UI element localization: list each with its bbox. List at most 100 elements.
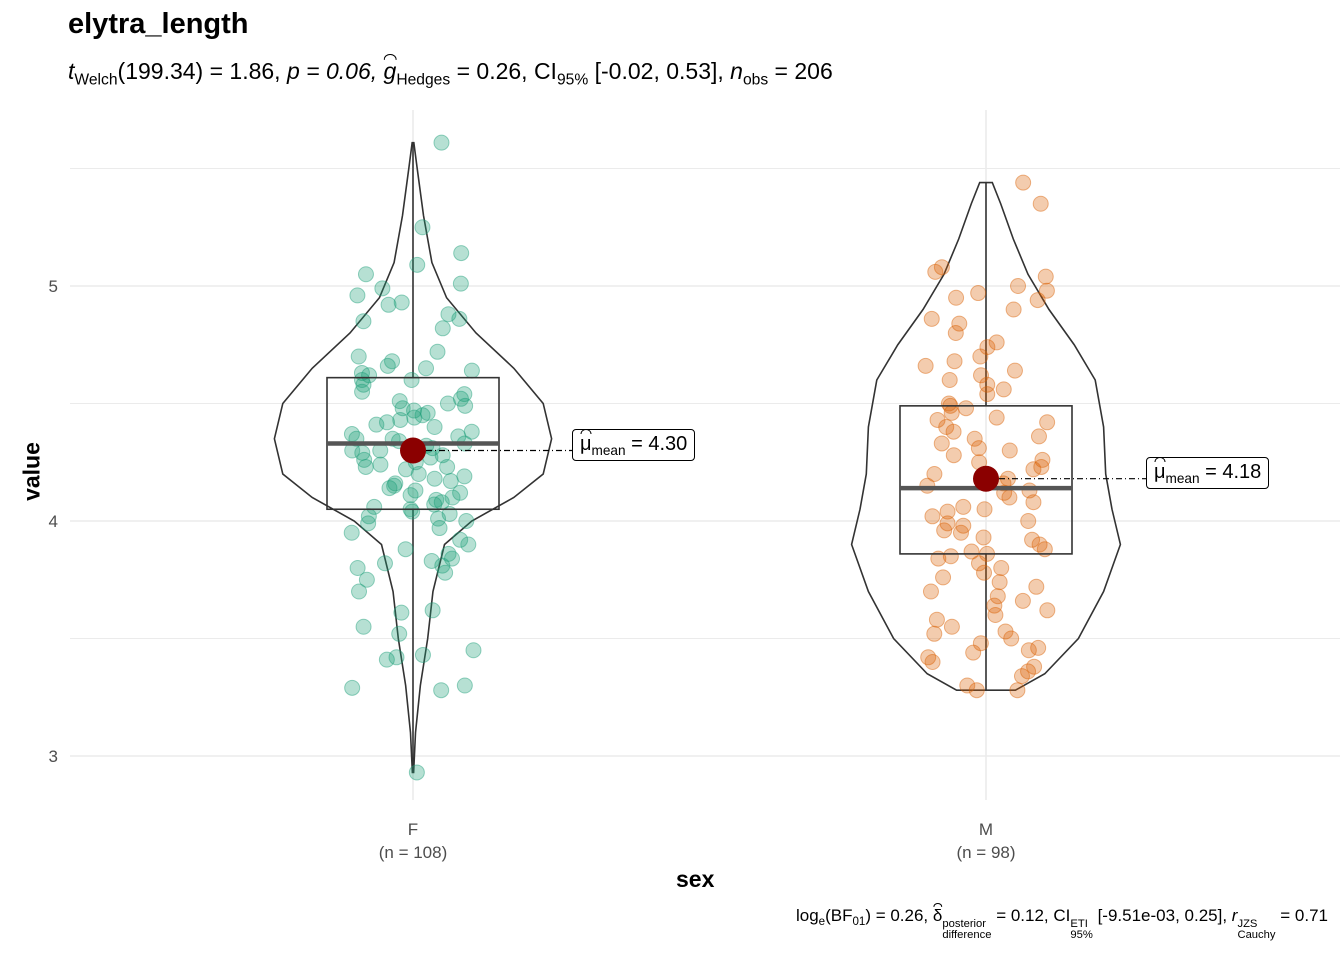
data-point-M xyxy=(963,543,980,560)
data-point-F xyxy=(357,458,374,475)
mean-point-F xyxy=(400,437,426,464)
data-point-F xyxy=(407,482,424,499)
bf-text: (BF xyxy=(825,906,853,925)
data-point-M xyxy=(1020,513,1037,529)
data-point-M xyxy=(955,498,972,515)
data-point-M xyxy=(922,583,939,600)
data-point-F xyxy=(452,531,469,548)
data-point-M xyxy=(976,501,993,518)
data-point-M xyxy=(1030,428,1047,445)
data-point-F xyxy=(439,395,456,412)
data-point-F xyxy=(414,219,431,236)
data-point-F xyxy=(456,386,473,403)
data-point-M xyxy=(1030,639,1047,656)
r-sup: JZS xyxy=(1237,918,1258,931)
r-sub: Cauchy xyxy=(1237,929,1276,942)
data-point-F xyxy=(434,557,451,574)
data-point-F xyxy=(408,764,425,781)
mean-sub: mean xyxy=(1165,470,1200,486)
data-point-F xyxy=(463,423,480,440)
data-point-M xyxy=(1031,536,1048,553)
g-symbol: g xyxy=(383,58,397,84)
data-point-F xyxy=(350,348,367,365)
data-point-F xyxy=(355,618,372,635)
delta-symbol: δ xyxy=(932,906,943,925)
data-point-M xyxy=(936,522,953,539)
n-symbol: n xyxy=(730,58,743,84)
data-point-M xyxy=(942,548,959,565)
t-df: (199.34) = 1.86, xyxy=(117,58,281,84)
data-point-M xyxy=(979,339,996,356)
data-point-M xyxy=(970,440,987,457)
data-point-M xyxy=(988,334,1005,351)
data-point-M xyxy=(989,588,1006,605)
p-value: p = 0.06, xyxy=(286,58,378,84)
data-point-F xyxy=(391,625,408,642)
mu-symbol: μ xyxy=(580,432,592,455)
data-point-F xyxy=(356,451,373,468)
data-point-F xyxy=(451,310,468,327)
data-point-F xyxy=(387,475,404,492)
data-point-F xyxy=(456,677,473,694)
data-point-M xyxy=(945,423,962,440)
data-point-F xyxy=(414,407,431,424)
violin-F xyxy=(273,141,553,774)
data-point-F xyxy=(343,524,360,541)
data-point-M xyxy=(979,376,996,393)
data-point-M xyxy=(933,435,950,452)
data-point-F xyxy=(460,536,477,553)
t-sub: Welch xyxy=(74,71,118,89)
data-point-M xyxy=(917,357,934,374)
y-tick-label: 3 xyxy=(49,747,58,766)
data-point-M xyxy=(1015,174,1032,191)
data-point-M xyxy=(997,623,1014,640)
data-point-F xyxy=(409,256,426,273)
data-point-F xyxy=(404,503,421,520)
data-point-F xyxy=(353,364,370,381)
data-point-M xyxy=(986,597,1003,614)
data-point-M xyxy=(1003,630,1020,647)
data-point-M xyxy=(1014,592,1031,609)
mean-value: = 4.18 xyxy=(1205,460,1262,483)
n-value: = 206 xyxy=(774,58,833,84)
data-point-F xyxy=(452,484,469,501)
data-point-M xyxy=(923,310,940,327)
data-point-M xyxy=(1026,658,1043,675)
data-point-M xyxy=(955,517,972,534)
data-point-M xyxy=(993,560,1010,576)
data-point-F xyxy=(351,583,368,600)
n-sub: obs xyxy=(742,71,769,89)
data-point-F xyxy=(394,400,411,417)
delta-sup: posterior xyxy=(942,918,987,931)
data-point-M xyxy=(1025,494,1042,511)
data-point-M xyxy=(951,315,968,332)
data-point-F xyxy=(402,487,419,504)
chart-subtitle: tWelch(199.34) = 1.86, p = 0.06, gHedges… xyxy=(68,58,833,89)
data-point-M xyxy=(988,409,1005,426)
data-point-M xyxy=(1020,642,1037,659)
g-value: = 0.26, CI xyxy=(456,58,557,84)
ci-sub: 95% xyxy=(556,71,589,89)
data-point-F xyxy=(393,604,410,621)
data-point-M xyxy=(920,649,937,666)
data-point-F xyxy=(433,134,450,151)
y-tick-label: 4 xyxy=(49,512,58,531)
x-tick-n-label: (n = 108) xyxy=(379,843,448,862)
data-point-F xyxy=(393,294,410,311)
x-axis-label: sex xyxy=(676,866,715,892)
data-point-F xyxy=(361,367,378,384)
data-point-M xyxy=(972,348,989,365)
data-point-M xyxy=(991,574,1008,591)
data-point-F xyxy=(414,646,431,663)
ci-sup: ETI xyxy=(1070,918,1088,931)
data-point-M xyxy=(939,503,956,520)
data-point-M xyxy=(952,524,969,541)
data-point-M xyxy=(979,386,996,403)
data-point-F xyxy=(397,461,414,478)
data-point-M xyxy=(968,682,985,699)
data-point-M xyxy=(972,635,989,652)
delta-scripts: posterior difference xyxy=(942,918,991,941)
ci-value: [-0.02, 0.53], xyxy=(594,58,724,84)
data-point-M xyxy=(924,508,941,525)
data-point-M xyxy=(1001,442,1018,459)
